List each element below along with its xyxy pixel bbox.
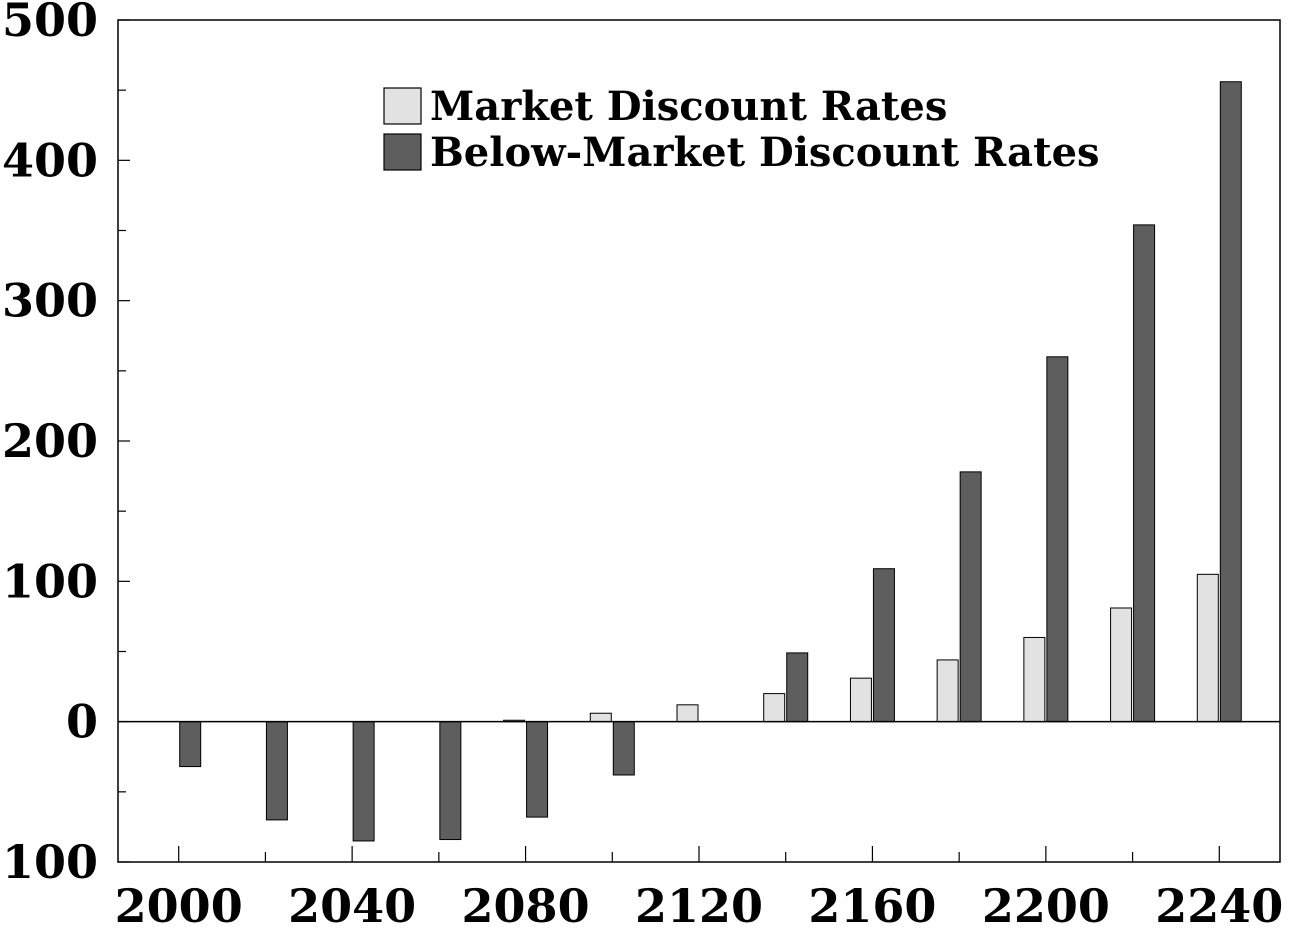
below-market-bar-2100 bbox=[612, 721, 635, 776]
below-market-bar-2220 bbox=[1133, 224, 1156, 723]
below-market-bar-2020 bbox=[265, 721, 288, 821]
market-bar-2220 bbox=[1110, 607, 1133, 723]
x-tick-label: 2200 bbox=[982, 879, 1110, 933]
x-tick-label: 2240 bbox=[1155, 879, 1283, 933]
market-bar-2240 bbox=[1196, 573, 1219, 723]
bars-layer bbox=[179, 81, 1242, 842]
below-market-bar-2240 bbox=[1219, 81, 1242, 723]
below-market-bar-2180 bbox=[959, 471, 982, 723]
y-tick-label: 300 bbox=[2, 274, 98, 328]
below-market-bar-2160 bbox=[872, 568, 895, 723]
y-tick-label: 500 bbox=[2, 0, 98, 47]
x-tick-label: 2000 bbox=[115, 879, 243, 933]
legend-label: Market Discount Rates bbox=[430, 83, 947, 130]
below-market-bar-2140 bbox=[786, 652, 809, 723]
legend-swatch bbox=[383, 133, 422, 171]
market-bar-2160 bbox=[849, 677, 872, 723]
below-market-bar-2080 bbox=[526, 721, 549, 818]
below-market-bar-2040 bbox=[352, 721, 375, 842]
x-tick-label: 2040 bbox=[288, 879, 416, 933]
below-market-bar-2200 bbox=[1046, 356, 1069, 723]
market-bar-2140 bbox=[763, 693, 786, 723]
market-bar-2120 bbox=[676, 704, 699, 723]
x-axis: 2000 2040 2080 2120 2160 2200 2240 bbox=[115, 846, 1283, 933]
x-tick-label: 2080 bbox=[462, 879, 590, 933]
below-market-bar-2060 bbox=[439, 721, 462, 841]
y-axis: -100 0 100 200 300 400 500 bbox=[0, 0, 130, 889]
y-tick-label: 0 bbox=[66, 695, 98, 749]
y-tick-label: 100 bbox=[2, 554, 98, 608]
market-bar-2100 bbox=[589, 712, 612, 723]
x-tick-label: 2160 bbox=[808, 879, 936, 933]
x-tick-label: 2120 bbox=[635, 879, 763, 933]
y-tick-label: 400 bbox=[2, 133, 98, 187]
legend-swatch bbox=[383, 87, 422, 125]
y-tick-label: 200 bbox=[2, 414, 98, 468]
legend-label: Below-Market Discount Rates bbox=[430, 129, 1100, 176]
market-bar-2180 bbox=[936, 659, 959, 723]
below-market-bar-2000 bbox=[179, 721, 202, 768]
market-bar-2200 bbox=[1023, 636, 1046, 723]
y-tick-label: -100 bbox=[0, 835, 98, 889]
